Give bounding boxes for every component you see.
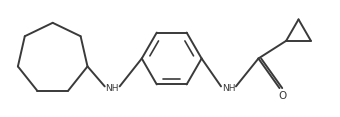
Text: NH: NH — [222, 84, 235, 93]
Text: O: O — [279, 91, 287, 101]
Text: NH: NH — [105, 84, 119, 93]
